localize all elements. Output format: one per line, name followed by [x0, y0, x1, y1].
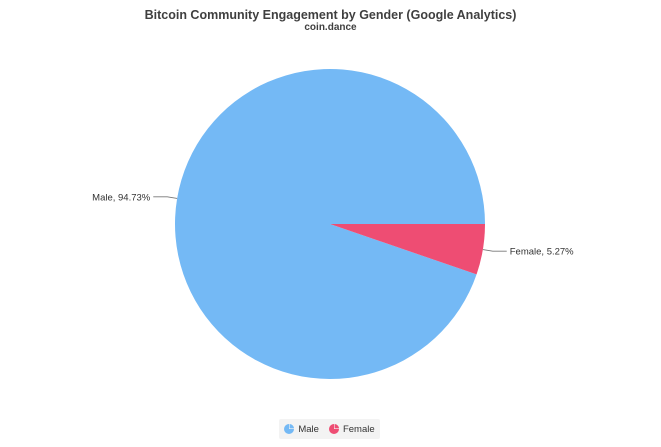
pie-icon: [328, 424, 339, 434]
pie-slice-male[interactable]: [175, 68, 485, 379]
legend-label-female: Female: [342, 423, 375, 435]
pie-label-male: Male, 94.73%: [92, 192, 151, 203]
pie-icon: [284, 424, 295, 434]
pie-connector-male: [153, 196, 178, 199]
legend-item-female[interactable]: Female: [328, 423, 375, 435]
chart-subtitle: coin.dance: [304, 22, 357, 33]
pie-slice-female[interactable]: [330, 224, 485, 275]
pie-label-female: Female, 5.27%: [510, 247, 574, 258]
chart-legend: Male Female: [279, 419, 380, 439]
legend-label-male: Male: [298, 423, 319, 435]
pie-connector-female: [482, 249, 507, 252]
chart-title: Bitcoin Community Engagement by Gender (…: [144, 8, 517, 22]
legend-item-male[interactable]: Male: [284, 424, 319, 435]
